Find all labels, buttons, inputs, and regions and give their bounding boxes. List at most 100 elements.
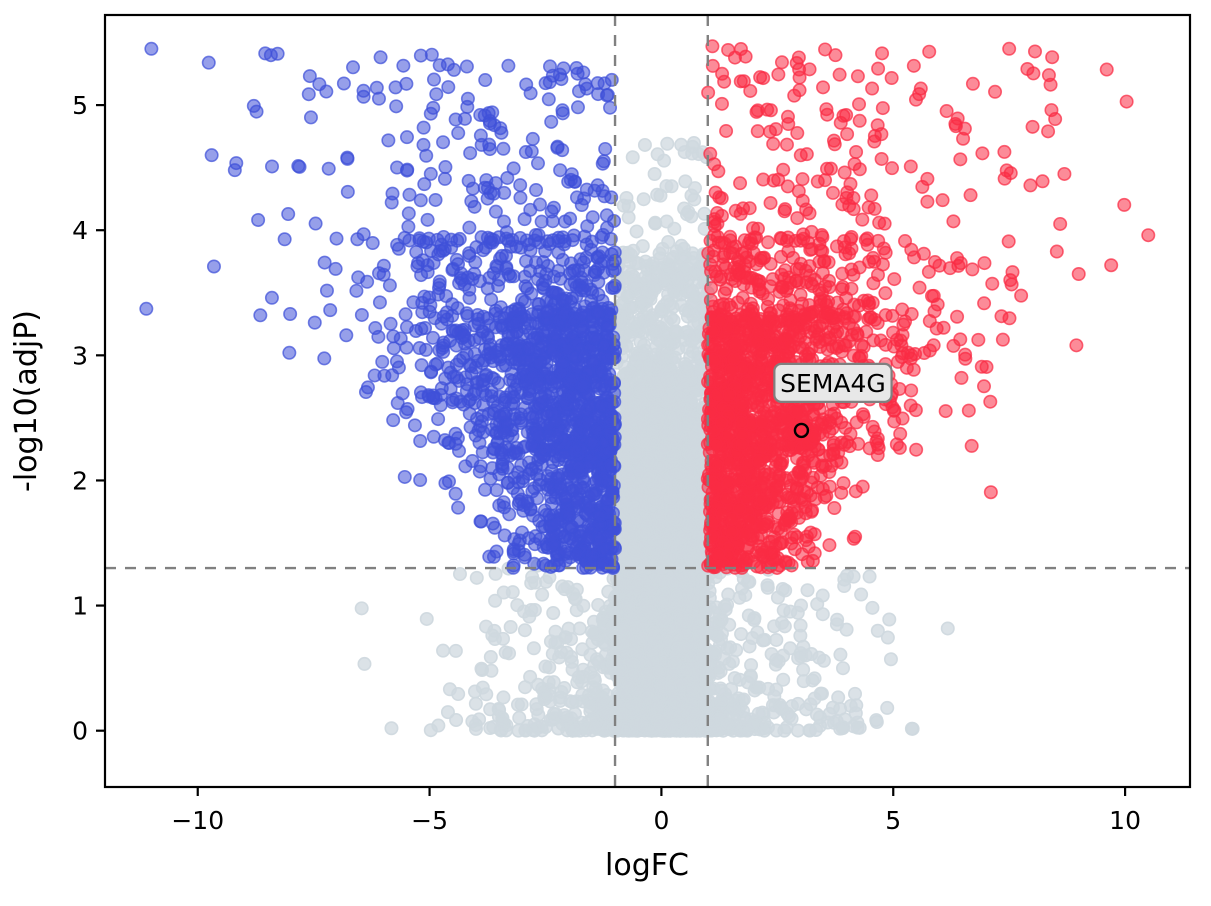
scatter-point — [522, 609, 537, 624]
scatter-point — [548, 624, 563, 639]
scatter-point — [626, 559, 641, 574]
scatter-point — [637, 137, 652, 152]
scatter-point — [609, 722, 624, 737]
scatter-point — [547, 706, 562, 721]
scatter-point — [646, 424, 661, 439]
scatter-point — [486, 720, 501, 735]
scatter-point — [662, 678, 677, 693]
scatter-point — [702, 666, 717, 681]
scatter-point — [880, 700, 895, 715]
scatter-point — [702, 584, 717, 599]
scatter-point — [451, 687, 466, 702]
scatter-point — [707, 605, 722, 620]
scatter-point — [752, 680, 767, 695]
scatter-point — [469, 721, 484, 736]
scatter-point — [452, 567, 467, 582]
scatter-point — [584, 624, 599, 639]
scatter-point — [626, 316, 641, 331]
scatter-point — [638, 254, 653, 269]
scatter-point — [707, 644, 722, 659]
scatter-point — [647, 167, 662, 182]
scatter-point — [680, 662, 695, 677]
scatter-point — [488, 566, 503, 581]
scatter-point — [357, 656, 372, 671]
scatter-point — [641, 359, 656, 374]
scatter-point — [683, 484, 698, 499]
scatter-point — [667, 350, 682, 365]
scatter-point — [525, 569, 540, 584]
scatter-point — [643, 543, 658, 558]
scatter-point — [791, 651, 806, 666]
scatter-point — [398, 307, 413, 322]
scatter-point — [646, 631, 661, 646]
scatter-point — [684, 551, 699, 566]
scatter-point — [865, 600, 880, 615]
scatter-point — [620, 393, 635, 408]
scatter-point — [870, 623, 885, 638]
scatter-point — [686, 596, 701, 611]
scatter-point — [596, 635, 611, 650]
scatter-point — [517, 623, 532, 638]
scatter-point — [757, 721, 772, 736]
scatter-point — [575, 687, 590, 702]
scatter-point — [812, 650, 827, 665]
scatter-point — [653, 334, 668, 349]
scatter-point — [629, 489, 644, 504]
scatter-point — [671, 559, 686, 574]
scatter-point — [601, 584, 616, 599]
scatter-point — [614, 622, 629, 637]
scatter-point — [636, 192, 651, 207]
scatter-point — [650, 147, 665, 162]
scatter-point — [667, 695, 682, 710]
scatter-point — [644, 310, 659, 325]
scatter-point — [862, 569, 877, 584]
scatter-point — [745, 718, 760, 733]
scatter-point — [710, 628, 725, 643]
scatter-point — [510, 598, 525, 613]
scatter-point — [799, 702, 814, 717]
scatter-point — [692, 629, 707, 644]
scatter-point — [742, 574, 757, 589]
scatter-point — [561, 621, 576, 636]
scatter-point — [674, 238, 689, 253]
scatter-point — [650, 383, 665, 398]
scatter-point — [660, 372, 675, 387]
scatter-point — [632, 370, 647, 385]
scatter-point — [483, 702, 498, 717]
scatter-point — [837, 572, 852, 587]
scatter-point — [835, 661, 850, 676]
scatter-point — [605, 656, 620, 671]
scatter-point — [647, 493, 662, 508]
scatter-point — [526, 641, 541, 656]
scatter-point — [802, 723, 817, 738]
scatter-point — [667, 655, 682, 670]
scatter-point — [596, 691, 611, 706]
scatter-point — [679, 614, 694, 629]
scatter-point — [664, 508, 679, 523]
scatter-point — [635, 239, 650, 254]
scatter-point — [742, 639, 757, 654]
scatter-point — [686, 681, 701, 696]
scatter-point — [618, 366, 633, 381]
scatter-point — [541, 688, 556, 703]
scatter-point — [419, 611, 434, 626]
scatter-point — [659, 179, 674, 194]
scatter-point — [667, 409, 682, 424]
scatter-point — [518, 680, 533, 695]
scatter-point — [615, 707, 630, 722]
scatter-point — [658, 574, 673, 589]
scatter-point — [576, 669, 591, 684]
scatter-point — [764, 647, 779, 662]
scatter-point — [673, 530, 688, 545]
scatter-point — [681, 410, 696, 425]
scatter-point — [814, 686, 829, 701]
scatter-point — [652, 663, 667, 678]
scatter-point — [483, 650, 498, 665]
scatter-point — [340, 184, 355, 199]
scatter-point — [468, 696, 483, 711]
scatter-point — [467, 684, 482, 699]
scatter-point — [628, 620, 643, 635]
scatter-point — [661, 235, 676, 250]
scatter-point — [670, 587, 685, 602]
scatter-point — [639, 600, 654, 615]
